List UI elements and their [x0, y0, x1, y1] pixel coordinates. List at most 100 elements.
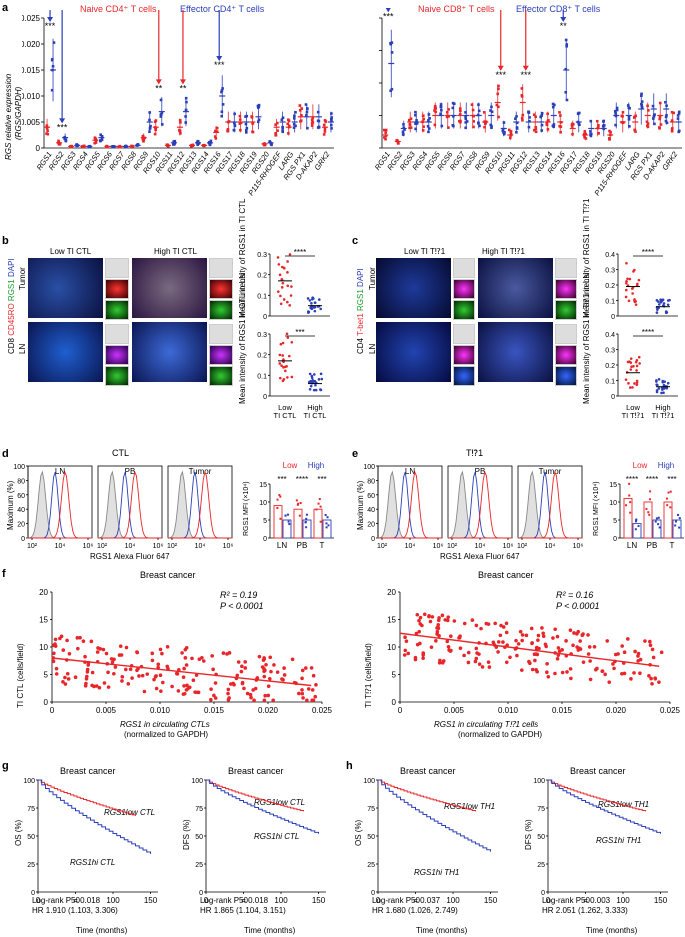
- panel-a-cd4-point: [250, 115, 253, 118]
- panel-a-cd4-point: [179, 132, 182, 135]
- scatter-point: [649, 676, 653, 681]
- scatter-point: [633, 649, 637, 654]
- panel-f-right-xlabel2: (normalized to GAPDH): [458, 730, 543, 739]
- scatter-point: [659, 650, 664, 655]
- scatter-point: [508, 655, 512, 660]
- hist-ytick-label: 0: [371, 536, 375, 543]
- hist-xtick-label: 10²: [517, 543, 528, 550]
- dotplot-point: [628, 360, 631, 364]
- mfi-bar: [313, 508, 323, 539]
- scatter-point: [313, 694, 318, 699]
- dotplot-point: [627, 299, 631, 303]
- panel-a-cd8-point: [671, 127, 674, 130]
- scatter-point: [474, 656, 479, 661]
- scatter-point: [532, 652, 537, 657]
- scatter-point: [126, 682, 131, 686]
- panel-a-cd8-point: [608, 137, 611, 141]
- scatter-trendline: [51, 657, 312, 687]
- inset-cell: [105, 300, 129, 320]
- panel-a-cd8-point: [540, 111, 544, 115]
- scatter-point: [514, 638, 518, 643]
- inset-cell: [453, 366, 475, 386]
- scatter-point: [536, 633, 541, 638]
- panel-a-cd8-point: [670, 129, 674, 133]
- panel-a-cd8-arrowhead: [522, 65, 529, 71]
- panel-c-stain-label: CD4 T-bet1 RGS1 DAPI: [356, 268, 365, 354]
- scatter-point: [436, 623, 441, 627]
- scatter-point: [281, 678, 285, 682]
- panel-a-cd4-point: [274, 133, 277, 137]
- scatter-point: [271, 698, 275, 703]
- panel-a-cd8-point: [602, 124, 606, 127]
- panel-a-cd4-point: [251, 130, 255, 134]
- scatter-point: [262, 669, 266, 674]
- h-os-low-label: RGS1low TH1: [444, 802, 496, 811]
- scatter-point: [181, 692, 186, 696]
- panel-a-cd8-point: [422, 117, 425, 121]
- panel-a-cd4-point: [274, 131, 277, 135]
- panel-a-cd4-point: [46, 129, 49, 133]
- mfi-point: [669, 490, 672, 493]
- mfi-point: [276, 498, 279, 501]
- km-ytick-label: 100: [363, 778, 375, 785]
- dotplot-ytick-label: 0.2: [257, 353, 267, 360]
- panel-a-cd8-point: [497, 105, 500, 109]
- panel-a-cd8-point: [565, 43, 569, 46]
- panel-a-cd8-point: [614, 123, 617, 127]
- dotplot-point: [290, 340, 294, 344]
- panel-a-cd4-point: [311, 118, 314, 122]
- dotplot-ytick-label: 0.4: [605, 332, 615, 339]
- panel-a-cd8-arrowhead: [497, 65, 504, 71]
- panel-a-cd4-point: [220, 114, 223, 118]
- dotplot-point: [280, 286, 284, 289]
- panel-a-cd4-point: [233, 123, 237, 127]
- hist-ytick-label: 20: [17, 522, 25, 529]
- panel-a-cd4-ytick-label: 0.010: [22, 92, 41, 101]
- dotplot-point: [290, 375, 294, 379]
- scatter-xtick-label: 0.025: [312, 706, 333, 715]
- dotplot-point: [638, 362, 641, 365]
- panel-a-cd8-arrowhead: [385, 8, 391, 13]
- km-ytick-label: 75: [537, 806, 545, 813]
- dotplot-point: [277, 263, 281, 266]
- scatter-point: [243, 660, 248, 664]
- dotplot-point: [631, 386, 634, 389]
- scatter-point: [106, 670, 110, 675]
- scatter-point: [236, 660, 241, 664]
- scatter-point: [536, 638, 540, 642]
- hist-xtick-label: 10²: [377, 543, 388, 550]
- hist-ytick-label: 80: [367, 478, 375, 485]
- panel-a-cd8-point: [677, 129, 681, 133]
- hist-curve: [98, 470, 162, 539]
- panel-a-cd8-point: [509, 130, 513, 134]
- panel-a-cd4-point: [64, 138, 68, 142]
- panel-a-cd4-point: [316, 110, 320, 114]
- panel-a-cd8-point: [395, 139, 399, 142]
- dotplot-point: [637, 278, 641, 282]
- stain-dapi: DAPI: [356, 268, 365, 287]
- km-curve-low: [206, 779, 304, 812]
- scatter-xtick-label: 0.020: [258, 706, 279, 715]
- scatter-point: [414, 631, 419, 636]
- scatter-point: [128, 667, 133, 672]
- panel-a-cd8-point: [558, 111, 561, 114]
- scatter-point: [130, 676, 134, 680]
- stain-rgs1: RGS1: [356, 289, 365, 311]
- mfi-point: [678, 517, 681, 520]
- dotplot-point: [666, 381, 670, 385]
- panel-g-letter: g: [2, 760, 9, 772]
- scatter-point: [435, 626, 439, 630]
- scatter-point: [402, 653, 407, 657]
- scatter-point: [268, 676, 272, 681]
- mfi-point: [629, 511, 632, 514]
- panel-d-letter: d: [2, 448, 9, 460]
- panel-a-cd8-point: [651, 104, 655, 108]
- dotplot-point: [662, 391, 665, 395]
- panel-a-cd4-point: [153, 132, 157, 136]
- scatter-point: [150, 658, 155, 663]
- scatter-point: [170, 684, 174, 689]
- panel-a-cd4-point: [280, 118, 284, 121]
- scatter-point: [527, 659, 531, 664]
- hist-xtick-label: 10⁴: [125, 543, 136, 550]
- scatter-point: [612, 666, 616, 671]
